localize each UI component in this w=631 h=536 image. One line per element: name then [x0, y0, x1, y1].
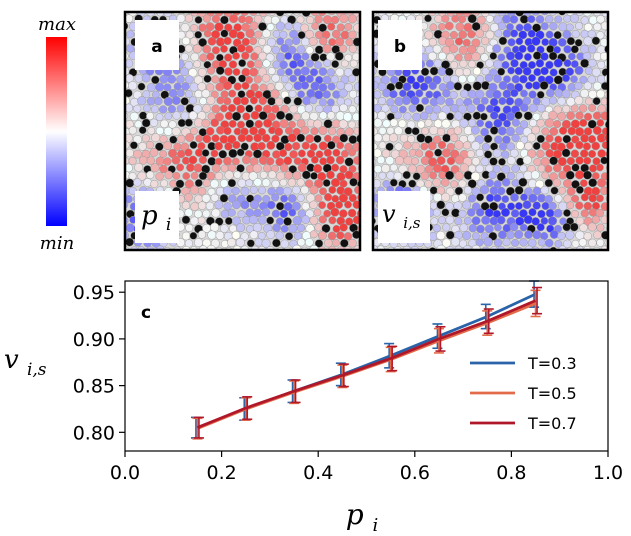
y-axis-label-main: v — [4, 345, 19, 375]
panel-a-symbol-box — [135, 191, 179, 243]
legend-label: T=0.5 — [527, 384, 577, 403]
panel-b-symbol-sub: i,s — [403, 214, 421, 232]
panel-a-symbol: p i — [141, 201, 171, 235]
panel-b-frame — [371, 10, 610, 252]
panel-b-symbol: v i,s — [382, 200, 421, 232]
y-tick-label: 0.85 — [73, 376, 115, 398]
panel-a-frame — [123, 10, 362, 252]
x-axis-label-main: p — [346, 498, 364, 531]
y-tick-label: 0.95 — [73, 282, 115, 304]
colorbar: max min — [38, 14, 76, 254]
plot-frame — [124, 280, 609, 452]
x-tick-label: 0.8 — [496, 462, 526, 484]
chart-legend: T=0.3 T=0.5 T=0.7 — [470, 354, 577, 433]
colorbar-min-label: min — [40, 233, 74, 254]
legend-label: T=0.3 — [527, 354, 577, 373]
series-line — [196, 299, 537, 429]
x-tick-label: 1.0 — [593, 462, 623, 484]
panel-b-symbol-box — [378, 191, 430, 243]
x-tick-label: 0.0 — [110, 462, 140, 484]
panel-b: b v i,s — [371, 10, 610, 252]
x-axis-label-sub: i — [373, 515, 379, 536]
colorbar-max-label: max — [38, 14, 76, 35]
panel-c-letter: c — [141, 303, 151, 323]
panel-b-symbol-main: v — [382, 200, 396, 228]
colorbar-gradient — [46, 37, 67, 226]
x-tick-label: 0.6 — [400, 462, 430, 484]
y-tick-label: 0.90 — [73, 329, 115, 351]
x-tick-label: 0.2 — [206, 462, 236, 484]
panel-a-symbol-main: p — [141, 201, 158, 231]
series-T=0.3 — [190, 280, 540, 439]
panel-a-letter: a — [151, 37, 162, 57]
panel-b-letter: b — [394, 37, 406, 57]
y-axis-label: v i,s — [4, 345, 47, 380]
chart-series — [190, 280, 543, 440]
panel-a-symbol-sub: i — [166, 215, 171, 235]
panel-a-particle-field — [125, 12, 360, 250]
legend-label: T=0.7 — [527, 414, 577, 433]
panel-a: a p i — [123, 10, 362, 252]
panel-c-chart: 0.0 0.2 0.4 0.6 0.8 1.0 0.80 0.85 0.90 0.95 c T=0… — [4, 280, 623, 536]
y-tick-label: 0.80 — [73, 422, 115, 444]
series-T=0.7 — [193, 286, 543, 439]
panel-b-letter-box — [378, 20, 422, 70]
x-axis-label: p i — [346, 498, 379, 536]
panel-a-letter-box — [135, 20, 179, 70]
y-axis-label-sub: i,s — [27, 360, 47, 380]
chart-axes: 0.0 0.2 0.4 0.6 0.8 1.0 0.80 0.85 0.90 0.95 — [73, 282, 623, 484]
x-tick-label: 0.4 — [303, 462, 333, 484]
